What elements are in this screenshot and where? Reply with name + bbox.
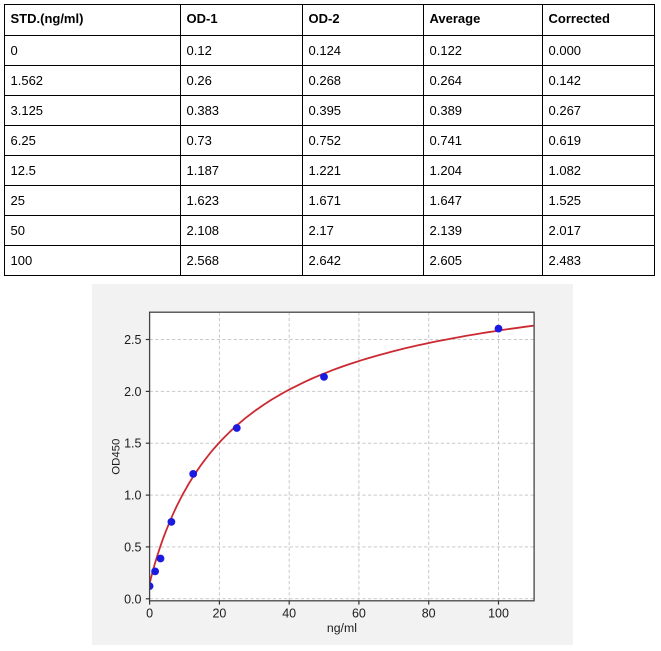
svg-text:40: 40 — [282, 606, 296, 620]
svg-text:OD450: OD450 — [110, 438, 122, 474]
svg-text:ng/ml: ng/ml — [326, 621, 356, 635]
svg-text:20: 20 — [212, 606, 226, 620]
svg-text:1.5: 1.5 — [124, 436, 141, 450]
svg-text:60: 60 — [352, 606, 366, 620]
svg-text:0: 0 — [146, 606, 153, 620]
svg-text:1.0: 1.0 — [124, 488, 141, 502]
svg-text:0.5: 0.5 — [124, 540, 141, 554]
svg-text:80: 80 — [421, 606, 435, 620]
svg-text:0.0: 0.0 — [124, 592, 141, 606]
svg-text:100: 100 — [488, 606, 509, 620]
svg-text:2.5: 2.5 — [124, 333, 141, 347]
svg-text:2.0: 2.0 — [124, 385, 141, 399]
